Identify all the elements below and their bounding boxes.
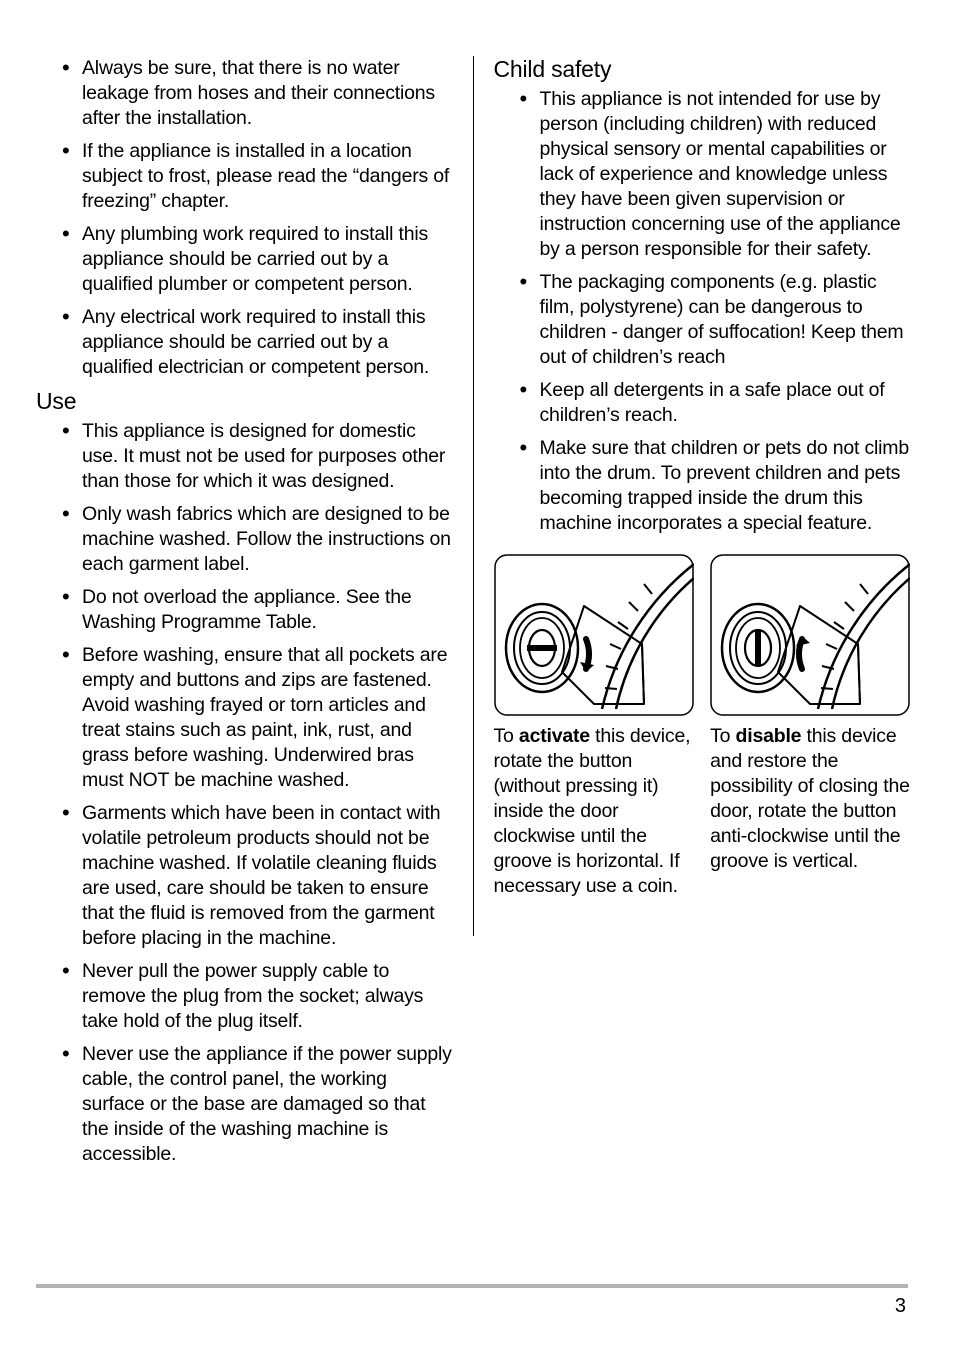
list-item: Never pull the power supply cable to rem… <box>82 959 453 1034</box>
footer-rule <box>36 1284 908 1288</box>
child-lock-figures: To activate this device, rotate the butt… <box>494 554 911 899</box>
list-item: This appliance is not intended for use b… <box>540 87 911 262</box>
activate-caption: To activate this device, rotate the butt… <box>494 724 694 899</box>
list-item: Never use the appliance if the power sup… <box>82 1042 453 1167</box>
page-number: 3 <box>895 1295 906 1318</box>
caption-text: this device and restore the possibility … <box>710 725 910 872</box>
list-item: Always be sure, that there is no water l… <box>82 56 453 131</box>
caption-text: To <box>710 725 735 747</box>
list-item: If the appliance is installed in a locat… <box>82 139 453 214</box>
child-safety-list: This appliance is not intended for use b… <box>494 87 911 536</box>
list-item: Any electrical work required to install … <box>82 305 453 380</box>
use-heading: Use <box>36 388 453 415</box>
use-list: This appliance is designed for domestic … <box>36 419 453 1167</box>
installation-notes-list: Always be sure, that there is no water l… <box>36 56 453 380</box>
caption-bold: activate <box>519 725 590 747</box>
caption-bold: disable <box>736 725 802 747</box>
figure-disable: To disable this device and restore the p… <box>710 554 910 899</box>
list-item: Before washing, ensure that all pockets … <box>82 643 453 793</box>
caption-text: To <box>494 725 519 747</box>
left-column: Always be sure, that there is no water l… <box>36 56 473 936</box>
right-column: Child safety This appliance is not inten… <box>474 56 911 936</box>
figure-activate: To activate this device, rotate the butt… <box>494 554 694 899</box>
list-item: Garments which have been in contact with… <box>82 801 453 951</box>
list-item: Only wash fabrics which are designed to … <box>82 502 453 577</box>
list-item: Do not overload the appliance. See the W… <box>82 585 453 635</box>
caption-text: this device, rotate the button (without … <box>494 725 691 897</box>
list-item: This appliance is designed for domestic … <box>82 419 453 494</box>
disable-caption: To disable this device and restore the p… <box>710 724 910 874</box>
disable-illustration <box>710 554 910 716</box>
activate-illustration <box>494 554 694 716</box>
manual-page: Always be sure, that there is no water l… <box>0 0 954 1352</box>
list-item: Make sure that children or pets do not c… <box>540 436 911 536</box>
child-safety-heading: Child safety <box>494 56 911 83</box>
list-item: The packaging components (e.g. plastic f… <box>540 270 911 370</box>
list-item: Any plumbing work required to install th… <box>82 222 453 297</box>
list-item: Keep all detergents in a safe place out … <box>540 378 911 428</box>
two-column-layout: Always be sure, that there is no water l… <box>36 56 910 936</box>
